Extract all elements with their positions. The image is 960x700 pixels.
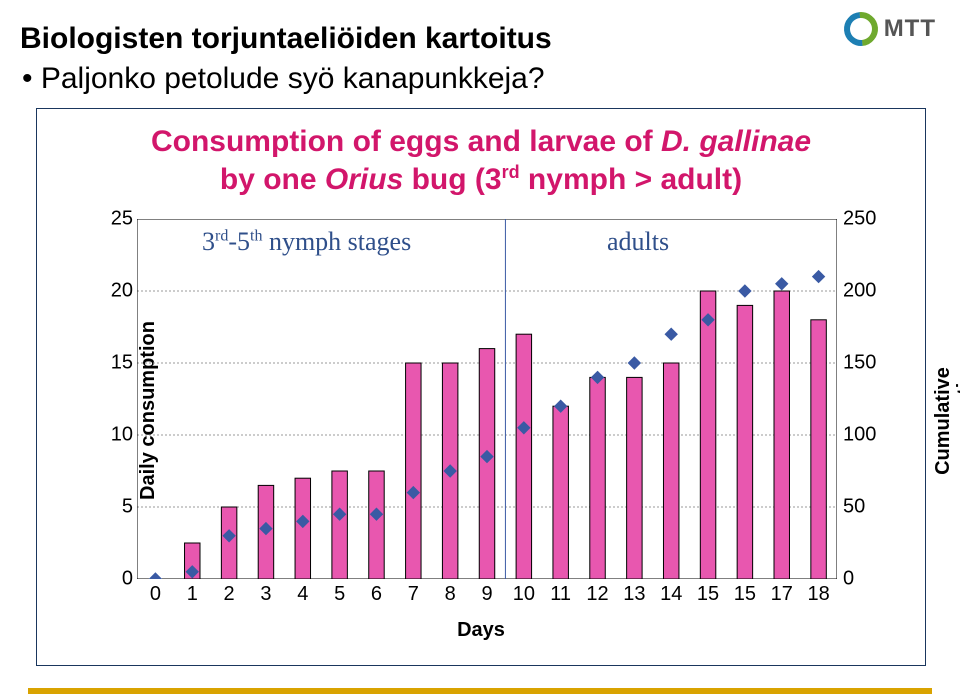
x-tick: 6 bbox=[371, 583, 382, 606]
y2-tick: 200 bbox=[843, 280, 876, 303]
y2-tick: 150 bbox=[843, 352, 876, 375]
y2-tick: 100 bbox=[843, 424, 876, 447]
chart-title-italic: D. gallinae bbox=[661, 125, 811, 158]
chart-plot bbox=[137, 219, 837, 579]
y2-tick: 250 bbox=[843, 208, 876, 231]
y1-ticks: 0510152025 bbox=[97, 219, 133, 579]
x-tick: 9 bbox=[481, 583, 492, 606]
y2-ticks: 050100150200250 bbox=[843, 219, 893, 579]
x-tick: 7 bbox=[408, 583, 419, 606]
slide-bullet: • Paljonko petolude syö kanapunkkeja? bbox=[22, 62, 545, 96]
x-tick: 1 bbox=[187, 583, 198, 606]
x-tick: 8 bbox=[445, 583, 456, 606]
x-tick: 2 bbox=[224, 583, 235, 606]
y1-tick: 5 bbox=[97, 496, 133, 519]
x-tick: 15 bbox=[734, 583, 756, 606]
chart-title-part: by one bbox=[220, 163, 325, 196]
x-axis-label: Days bbox=[37, 619, 925, 642]
y1-tick: 25 bbox=[97, 208, 133, 231]
x-tick: 13 bbox=[623, 583, 645, 606]
y1-tick: 0 bbox=[97, 568, 133, 591]
y2-tick: 50 bbox=[843, 496, 865, 519]
x-tick: 10 bbox=[513, 583, 535, 606]
chart-title-part: bug (3 bbox=[403, 163, 501, 196]
slide: MTT Biologisten torjuntaeliöiden kartoit… bbox=[0, 0, 960, 700]
x-tick: 3 bbox=[260, 583, 271, 606]
x-tick: 18 bbox=[807, 583, 829, 606]
chart-container: Consumption of eggs and larvae of D. gal… bbox=[36, 108, 926, 666]
x-tick: 12 bbox=[586, 583, 608, 606]
x-tick: 5 bbox=[334, 583, 345, 606]
x-tick: 4 bbox=[297, 583, 308, 606]
chart-title-part: Consumption of eggs and larvae of bbox=[151, 125, 661, 158]
chart-title-part: nymph > adult) bbox=[520, 163, 743, 196]
annotation-adults: adults bbox=[607, 227, 669, 257]
y2-tick: 0 bbox=[843, 568, 854, 591]
logo-text: MTT bbox=[884, 15, 936, 43]
slide-heading: Biologisten torjuntaeliöiden kartoitus bbox=[20, 22, 552, 56]
x-tick: 15 bbox=[697, 583, 719, 606]
x-tick: 0 bbox=[150, 583, 161, 606]
y2-axis-label: Cumulativeconsumption bbox=[932, 358, 960, 484]
y1-tick: 15 bbox=[97, 352, 133, 375]
footer-accent bbox=[28, 688, 932, 694]
x-tick: 11 bbox=[550, 583, 571, 606]
y1-tick: 10 bbox=[97, 424, 133, 447]
annotation-nymph: 3rd-5th nymph stages bbox=[202, 227, 411, 257]
x-ticks: 0123456789101112131415151718 bbox=[137, 583, 837, 609]
chart-title-sup: rd bbox=[502, 162, 520, 182]
chart-title-italic: Orius bbox=[325, 163, 403, 196]
logo-swirl-icon bbox=[844, 12, 878, 46]
y1-tick: 20 bbox=[97, 280, 133, 303]
x-tick: 17 bbox=[771, 583, 793, 606]
x-tick: 14 bbox=[660, 583, 682, 606]
logo: MTT bbox=[844, 12, 936, 46]
chart-title: Consumption of eggs and larvae of D. gal… bbox=[37, 123, 925, 198]
